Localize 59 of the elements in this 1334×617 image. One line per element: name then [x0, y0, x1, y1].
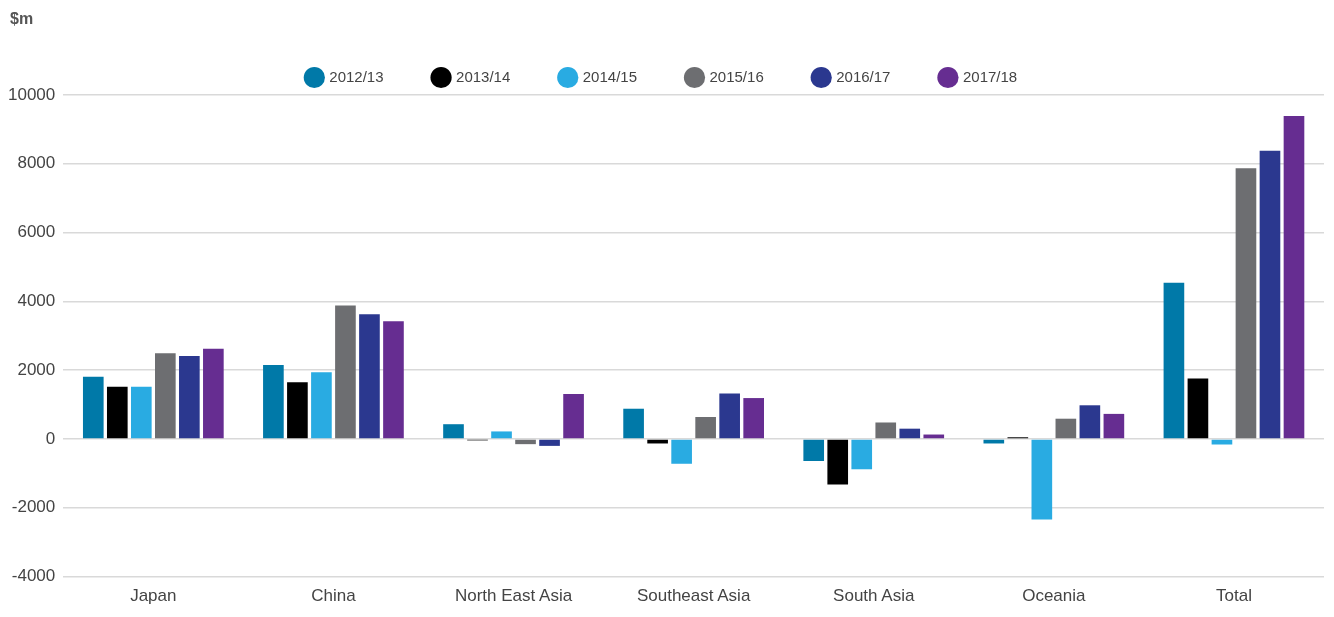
- bar: [311, 372, 332, 439]
- bar: [671, 439, 692, 464]
- bar: [1283, 115, 1305, 439]
- legend-label: 2014/15: [582, 67, 638, 85]
- y-tick-label: -4000: [11, 566, 56, 586]
- bar: [695, 416, 716, 439]
- x-tick-label: Japan: [130, 586, 177, 606]
- bar: [203, 348, 224, 439]
- x-tick-label: China: [311, 586, 357, 606]
- x-tick-label: North East Asia: [454, 586, 573, 606]
- x-tick-label: Oceania: [1022, 586, 1087, 606]
- bar: [1055, 418, 1077, 439]
- bar: [82, 376, 104, 439]
- legend-label: 2013/14: [456, 67, 511, 85]
- bar: [359, 314, 380, 439]
- bar: [563, 393, 584, 439]
- bar: [803, 439, 825, 462]
- y-axis-title: $m: [10, 10, 34, 28]
- bar: [106, 386, 128, 439]
- bar: [1187, 378, 1209, 439]
- bar: [1235, 168, 1257, 439]
- bar: [1259, 150, 1281, 439]
- bar: [539, 439, 560, 446]
- legend-label: 2017/18: [962, 67, 1018, 85]
- bar: [130, 386, 152, 439]
- y-tick-label: -2000: [11, 497, 56, 517]
- bar: [851, 439, 873, 470]
- bar: [179, 356, 200, 439]
- bar: [827, 439, 849, 485]
- bar: [443, 424, 464, 439]
- y-tick-label: 2000: [17, 359, 56, 379]
- bar: [335, 305, 356, 439]
- x-tick-label: South Asia: [833, 586, 915, 606]
- y-tick-label: 0: [45, 428, 56, 448]
- bar: [743, 398, 764, 439]
- bar: [155, 353, 176, 439]
- x-tick-label: Total: [1215, 586, 1252, 606]
- bar: [899, 428, 921, 439]
- bar: [623, 408, 644, 439]
- bar: [263, 365, 284, 439]
- y-tick-label: 10000: [7, 84, 56, 104]
- bar: [875, 422, 897, 439]
- y-tick-label: 6000: [17, 222, 56, 242]
- legend-label: 2012/13: [329, 67, 384, 85]
- legend-label: 2015/16: [709, 67, 764, 85]
- x-tick-label: Southeast Asia: [636, 586, 751, 606]
- bar: [515, 439, 536, 445]
- legend-label: 2016/17: [836, 67, 891, 85]
- bar: [1211, 439, 1233, 445]
- bar: [719, 393, 740, 439]
- bar: [383, 321, 404, 439]
- bar: [287, 382, 308, 439]
- bar: [1031, 439, 1053, 520]
- bar: [1103, 413, 1125, 439]
- bar: [1079, 405, 1101, 439]
- y-tick-label: 4000: [17, 291, 56, 311]
- bar: [491, 431, 512, 439]
- y-tick-label: 8000: [17, 153, 56, 173]
- bar: [1163, 282, 1185, 439]
